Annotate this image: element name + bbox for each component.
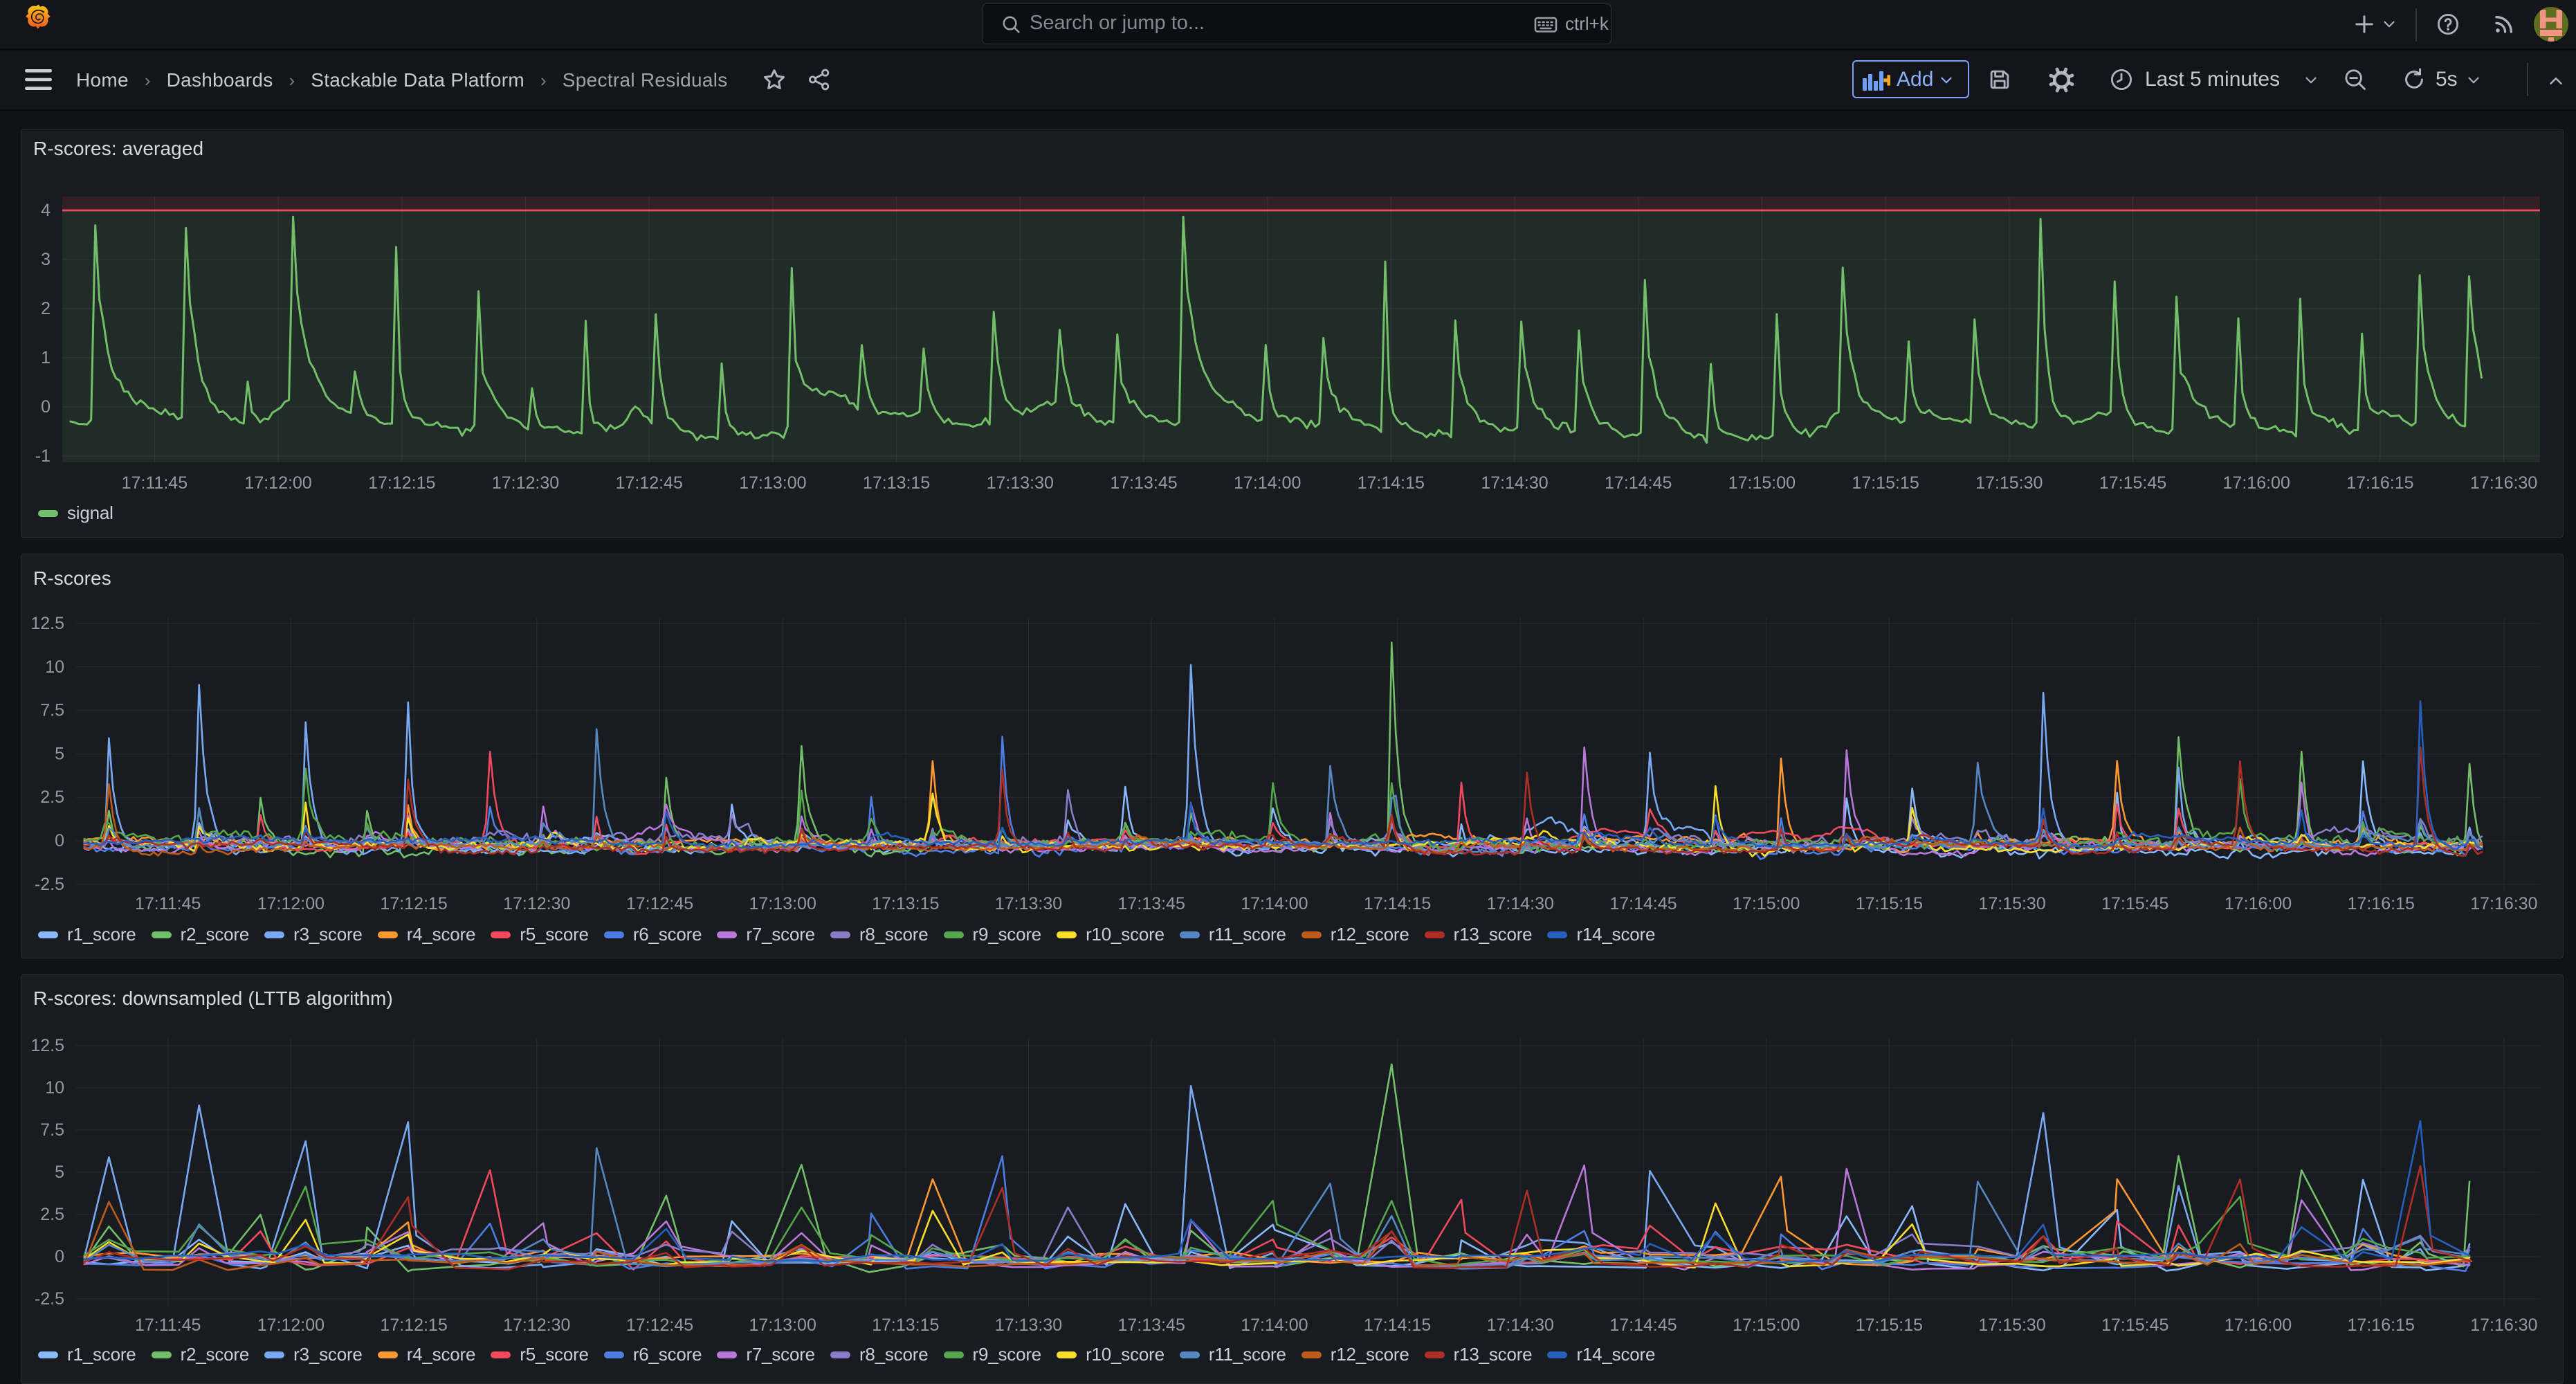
svg-text:17:15:45: 17:15:45 (2101, 894, 2168, 913)
svg-text:17:13:15: 17:13:15 (872, 1315, 939, 1335)
svg-text:4: 4 (41, 201, 51, 220)
svg-text:17:13:00: 17:13:00 (739, 473, 806, 493)
svg-text:17:15:00: 17:15:00 (1733, 1315, 1800, 1335)
svg-text:17:12:30: 17:12:30 (492, 473, 559, 493)
svg-text:12.5: 12.5 (30, 614, 64, 633)
svg-text:17:15:15: 17:15:15 (1856, 894, 1923, 913)
svg-text:17:16:15: 17:16:15 (2346, 473, 2413, 493)
svg-text:17:11:45: 17:11:45 (135, 1315, 201, 1335)
svg-text:17:16:15: 17:16:15 (2348, 1315, 2415, 1335)
svg-text:1: 1 (41, 348, 51, 367)
svg-text:-2.5: -2.5 (35, 1289, 64, 1309)
svg-text:17:15:15: 17:15:15 (1852, 473, 1919, 493)
svg-text:17:14:30: 17:14:30 (1487, 894, 1554, 913)
svg-text:17:14:00: 17:14:00 (1241, 1315, 1308, 1335)
svg-text:17:12:45: 17:12:45 (616, 473, 683, 493)
svg-text:17:12:30: 17:12:30 (503, 894, 570, 913)
svg-text:17:15:45: 17:15:45 (2099, 473, 2166, 493)
svg-text:17:13:30: 17:13:30 (995, 894, 1062, 913)
svg-text:7.5: 7.5 (40, 701, 64, 720)
svg-text:17:13:30: 17:13:30 (995, 1315, 1062, 1335)
svg-text:-2.5: -2.5 (35, 875, 64, 894)
svg-text:17:11:45: 17:11:45 (122, 473, 188, 493)
svg-text:17:16:30: 17:16:30 (2470, 1315, 2537, 1335)
svg-text:17:12:00: 17:12:00 (244, 473, 311, 493)
svg-text:17:14:45: 17:14:45 (1609, 1315, 1677, 1335)
svg-text:5: 5 (55, 1163, 64, 1182)
svg-text:17:16:00: 17:16:00 (2225, 894, 2292, 913)
svg-text:10: 10 (45, 1078, 64, 1098)
svg-text:17:12:30: 17:12:30 (503, 1315, 570, 1335)
svg-text:2: 2 (41, 299, 51, 318)
svg-text:17:16:30: 17:16:30 (2470, 473, 2537, 493)
svg-text:2.5: 2.5 (40, 787, 64, 807)
svg-text:17:13:00: 17:13:00 (749, 1315, 816, 1335)
svg-text:5: 5 (55, 744, 64, 763)
svg-text:17:14:30: 17:14:30 (1487, 1315, 1554, 1335)
svg-text:17:15:30: 17:15:30 (1978, 894, 2045, 913)
svg-text:17:14:15: 17:14:15 (1364, 894, 1431, 913)
svg-text:17:15:00: 17:15:00 (1733, 894, 1800, 913)
svg-text:17:16:00: 17:16:00 (2223, 473, 2290, 493)
svg-text:17:14:00: 17:14:00 (1234, 473, 1301, 493)
svg-text:17:15:30: 17:15:30 (1978, 1315, 2045, 1335)
svg-text:17:15:45: 17:15:45 (2101, 1315, 2168, 1335)
svg-text:17:12:45: 17:12:45 (626, 1315, 693, 1335)
svg-text:17:13:00: 17:13:00 (749, 894, 816, 913)
svg-text:0: 0 (55, 831, 64, 850)
svg-text:17:15:00: 17:15:00 (1728, 473, 1796, 493)
svg-text:17:14:00: 17:14:00 (1241, 894, 1308, 913)
svg-text:17:14:15: 17:14:15 (1358, 473, 1425, 493)
svg-text:2.5: 2.5 (40, 1205, 64, 1224)
svg-text:17:13:30: 17:13:30 (987, 473, 1054, 493)
svg-text:17:14:30: 17:14:30 (1481, 473, 1548, 493)
svg-text:17:13:15: 17:13:15 (863, 473, 930, 493)
svg-text:17:14:45: 17:14:45 (1605, 473, 1672, 493)
svg-text:17:12:15: 17:12:15 (380, 1315, 447, 1335)
svg-text:17:12:15: 17:12:15 (380, 894, 447, 913)
svg-text:17:16:15: 17:16:15 (2348, 894, 2415, 913)
svg-text:17:13:45: 17:13:45 (1110, 473, 1177, 493)
svg-text:17:12:15: 17:12:15 (368, 473, 435, 493)
svg-text:17:15:15: 17:15:15 (1856, 1315, 1923, 1335)
svg-text:17:12:00: 17:12:00 (257, 1315, 325, 1335)
svg-text:17:13:15: 17:13:15 (872, 894, 939, 913)
svg-text:17:12:00: 17:12:00 (257, 894, 325, 913)
svg-text:10: 10 (45, 657, 64, 677)
svg-text:0: 0 (55, 1247, 64, 1266)
svg-text:3: 3 (41, 250, 51, 269)
svg-text:17:14:45: 17:14:45 (1609, 894, 1677, 913)
svg-text:17:12:45: 17:12:45 (626, 894, 693, 913)
svg-text:-1: -1 (35, 446, 51, 466)
svg-text:17:16:00: 17:16:00 (2225, 1315, 2292, 1335)
svg-text:17:14:15: 17:14:15 (1364, 1315, 1431, 1335)
svg-text:12.5: 12.5 (30, 1036, 64, 1055)
svg-text:17:13:45: 17:13:45 (1118, 894, 1185, 913)
svg-text:17:15:30: 17:15:30 (1975, 473, 2043, 493)
svg-text:17:13:45: 17:13:45 (1118, 1315, 1185, 1335)
svg-text:0: 0 (41, 397, 51, 417)
svg-text:17:16:30: 17:16:30 (2470, 894, 2537, 913)
svg-text:7.5: 7.5 (40, 1120, 64, 1140)
svg-text:17:11:45: 17:11:45 (135, 894, 201, 913)
